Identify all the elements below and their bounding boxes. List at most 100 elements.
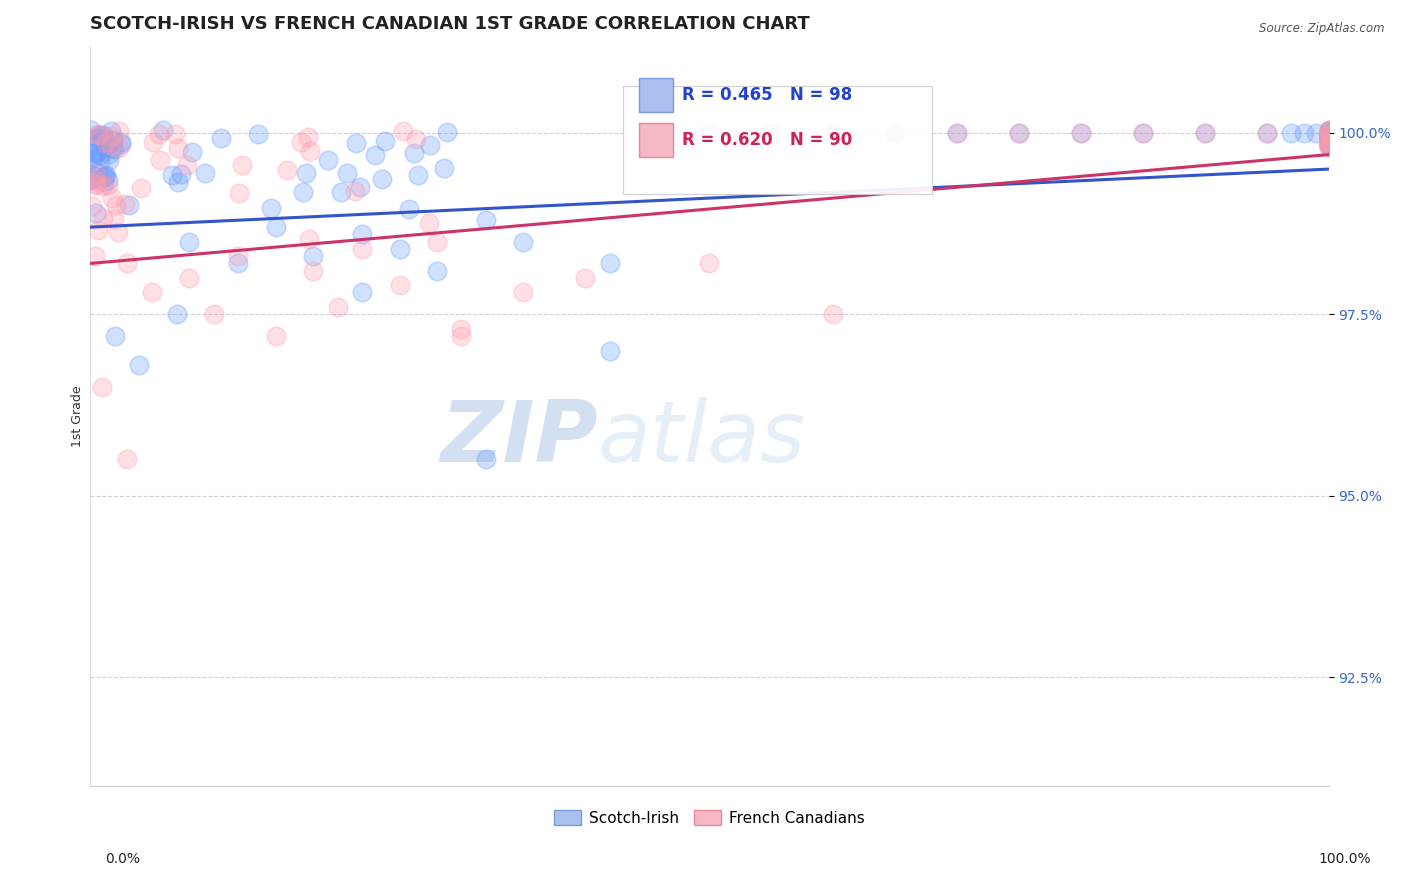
Point xyxy=(297,130,319,145)
Point xyxy=(84,174,107,188)
Point xyxy=(83,249,105,263)
Point xyxy=(418,216,440,230)
Point xyxy=(290,135,312,149)
Point xyxy=(80,199,103,213)
Point xyxy=(93,170,115,185)
Point xyxy=(149,153,172,167)
Point xyxy=(450,322,472,336)
Point xyxy=(94,168,117,182)
Point xyxy=(1008,126,1031,140)
Point xyxy=(823,126,845,140)
Point xyxy=(352,285,374,300)
Text: 0.0%: 0.0% xyxy=(105,852,141,866)
Point xyxy=(426,263,449,277)
Point xyxy=(1317,129,1340,144)
Point xyxy=(91,211,114,226)
Point xyxy=(94,140,117,154)
Point xyxy=(86,166,108,180)
Point xyxy=(1317,128,1340,142)
Point xyxy=(1132,126,1154,140)
Point xyxy=(352,242,374,256)
Point xyxy=(1317,136,1340,150)
Point xyxy=(326,300,349,314)
Point xyxy=(128,358,150,372)
Point xyxy=(349,179,371,194)
Point xyxy=(80,173,103,187)
Point xyxy=(209,131,232,145)
Point xyxy=(194,166,217,180)
Point xyxy=(1317,139,1340,153)
Text: SCOTCH-IRISH VS FRENCH CANADIAN 1ST GRADE CORRELATION CHART: SCOTCH-IRISH VS FRENCH CANADIAN 1ST GRAD… xyxy=(90,15,810,33)
Point xyxy=(80,153,103,167)
Point xyxy=(419,138,441,153)
Point xyxy=(1317,139,1340,153)
Point xyxy=(1070,126,1092,140)
Point xyxy=(1317,132,1340,146)
Point xyxy=(80,172,103,186)
Point xyxy=(87,128,110,143)
Point xyxy=(475,213,498,227)
Point xyxy=(1317,126,1340,140)
Point xyxy=(574,271,596,285)
Point xyxy=(103,133,125,147)
Point xyxy=(86,131,108,145)
Point xyxy=(1317,131,1340,145)
Point xyxy=(163,128,186,142)
Point xyxy=(110,137,132,152)
Point xyxy=(87,128,110,143)
Point xyxy=(1317,124,1340,138)
Point xyxy=(301,263,323,277)
Point xyxy=(370,172,392,186)
FancyBboxPatch shape xyxy=(623,87,932,194)
Point xyxy=(392,124,415,138)
Point xyxy=(946,126,969,140)
Point xyxy=(450,329,472,343)
Point xyxy=(1070,126,1092,140)
Point xyxy=(80,137,103,152)
Point xyxy=(91,131,114,145)
Bar xyxy=(638,123,673,157)
Point xyxy=(329,185,352,199)
Point xyxy=(166,175,188,189)
Point xyxy=(91,179,114,194)
Point xyxy=(177,235,200,249)
Text: ZIP: ZIP xyxy=(440,397,598,480)
Point xyxy=(87,223,110,237)
Point xyxy=(1317,131,1340,145)
Point xyxy=(170,167,193,181)
Point xyxy=(1317,129,1340,144)
Point xyxy=(82,150,104,164)
Point xyxy=(89,148,111,162)
Point xyxy=(176,157,198,171)
Point xyxy=(87,127,110,141)
Point xyxy=(115,256,138,270)
Point xyxy=(352,227,374,242)
Point xyxy=(1317,130,1340,145)
Point xyxy=(402,146,425,161)
Point xyxy=(294,166,316,180)
Point xyxy=(105,198,128,212)
Point xyxy=(1317,125,1340,139)
Point xyxy=(1256,126,1278,140)
Point xyxy=(884,126,907,140)
Point xyxy=(108,141,131,155)
Point xyxy=(599,343,621,358)
Point xyxy=(103,329,125,343)
Point xyxy=(759,126,782,140)
Point xyxy=(260,201,283,215)
Point xyxy=(202,307,225,321)
Point xyxy=(291,185,314,199)
Point xyxy=(1008,126,1031,140)
Point xyxy=(84,178,107,193)
Point xyxy=(89,155,111,169)
Point xyxy=(108,123,131,137)
Point xyxy=(100,138,122,153)
Point xyxy=(228,186,250,200)
Point xyxy=(107,225,129,239)
Point xyxy=(1281,126,1303,140)
Point xyxy=(84,177,107,191)
Point xyxy=(298,232,321,246)
Point xyxy=(93,169,115,184)
Point xyxy=(1317,139,1340,153)
Point xyxy=(103,142,125,156)
